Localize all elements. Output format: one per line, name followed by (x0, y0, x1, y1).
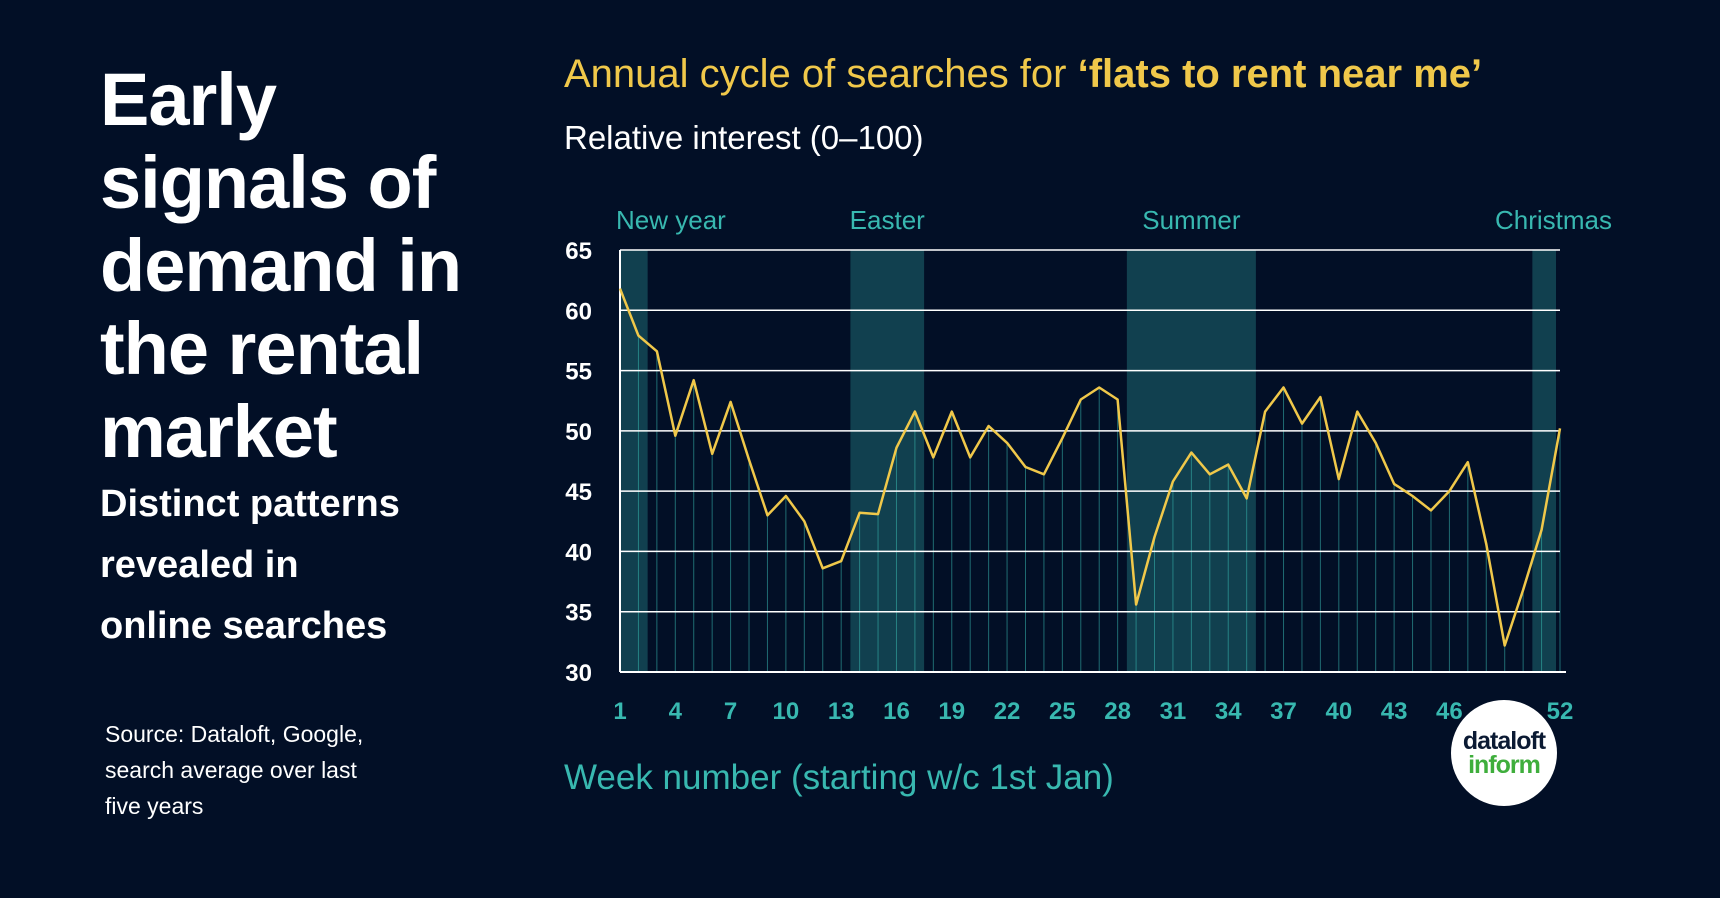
x-tick-label: 1 (613, 698, 626, 725)
y-tick-label: 55 (565, 359, 592, 386)
subhead: Distinct patterns revealed in online sea… (100, 474, 460, 657)
band-label: Easter (850, 205, 925, 235)
band-label: Christmas (1495, 205, 1612, 235)
subhead-line: Distinct patterns (100, 483, 400, 525)
chart-title-prefix: Annual cycle of searches for (564, 52, 1078, 96)
x-tick-label: 13 (828, 698, 855, 725)
source-note: Source: Dataloft, Google, search average… (105, 716, 425, 824)
dataloft-logo: dataloft inform (1451, 700, 1557, 806)
band-label: Summer (1142, 205, 1241, 235)
band-label: New year (616, 205, 726, 235)
headline-line: demand in (100, 224, 462, 307)
x-tick-label: 46 (1436, 698, 1463, 725)
headline-line: the rental (100, 307, 424, 390)
event-band (620, 250, 648, 672)
x-tick-label: 16 (883, 698, 910, 725)
x-tick-label: 25 (1049, 698, 1076, 725)
y-tick-label: 40 (565, 539, 592, 566)
data-line (618, 288, 1562, 647)
x-axis-label: Week number (starting w/c 1st Jan) (564, 758, 1114, 797)
headline-line: signals of (100, 141, 436, 224)
chart-title: Annual cycle of searches for ‘flats to r… (564, 52, 1482, 97)
x-tick-label: 7 (724, 698, 737, 725)
logo-text-dataloft: dataloft (1462, 727, 1546, 755)
subhead-line: revealed in (100, 544, 299, 586)
x-tick-label: 19 (938, 698, 965, 725)
subhead-line: online searches (100, 605, 388, 647)
source-line: five years (105, 793, 204, 819)
x-tick-label: 34 (1215, 698, 1242, 725)
x-tick-label: 52 (1547, 698, 1574, 725)
y-tick-label: 60 (565, 298, 592, 325)
x-tick-label: 22 (994, 698, 1021, 725)
y-tick-label: 65 (565, 238, 592, 265)
y-tick-label: 45 (565, 479, 592, 506)
x-tick-label: 43 (1381, 698, 1408, 725)
headline-line: market (100, 390, 338, 473)
x-tick-label: 10 (773, 698, 800, 725)
event-band (850, 250, 925, 672)
x-tick-label: 4 (669, 698, 683, 725)
headline-line: Early (100, 58, 277, 141)
x-tick-label: 40 (1325, 698, 1352, 725)
y-tick-label: 30 (565, 660, 592, 687)
x-tick-label: 37 (1270, 698, 1297, 725)
source-line: Source: Dataloft, Google, (105, 721, 364, 747)
chart-title-highlight: ‘flats to rent near me’ (1077, 52, 1483, 96)
x-tick-label: 28 (1104, 698, 1131, 725)
source-line: search average over last (105, 757, 357, 783)
event-band (1532, 250, 1556, 672)
headline: Early signals of demand in the rental ma… (100, 58, 520, 473)
logo-text-inform: inform (1468, 751, 1541, 779)
chart-subtitle: Relative interest (0–100) (564, 119, 924, 156)
y-tick-label: 35 (565, 600, 592, 627)
y-tick-label: 50 (565, 419, 592, 446)
x-tick-label: 31 (1160, 698, 1187, 725)
